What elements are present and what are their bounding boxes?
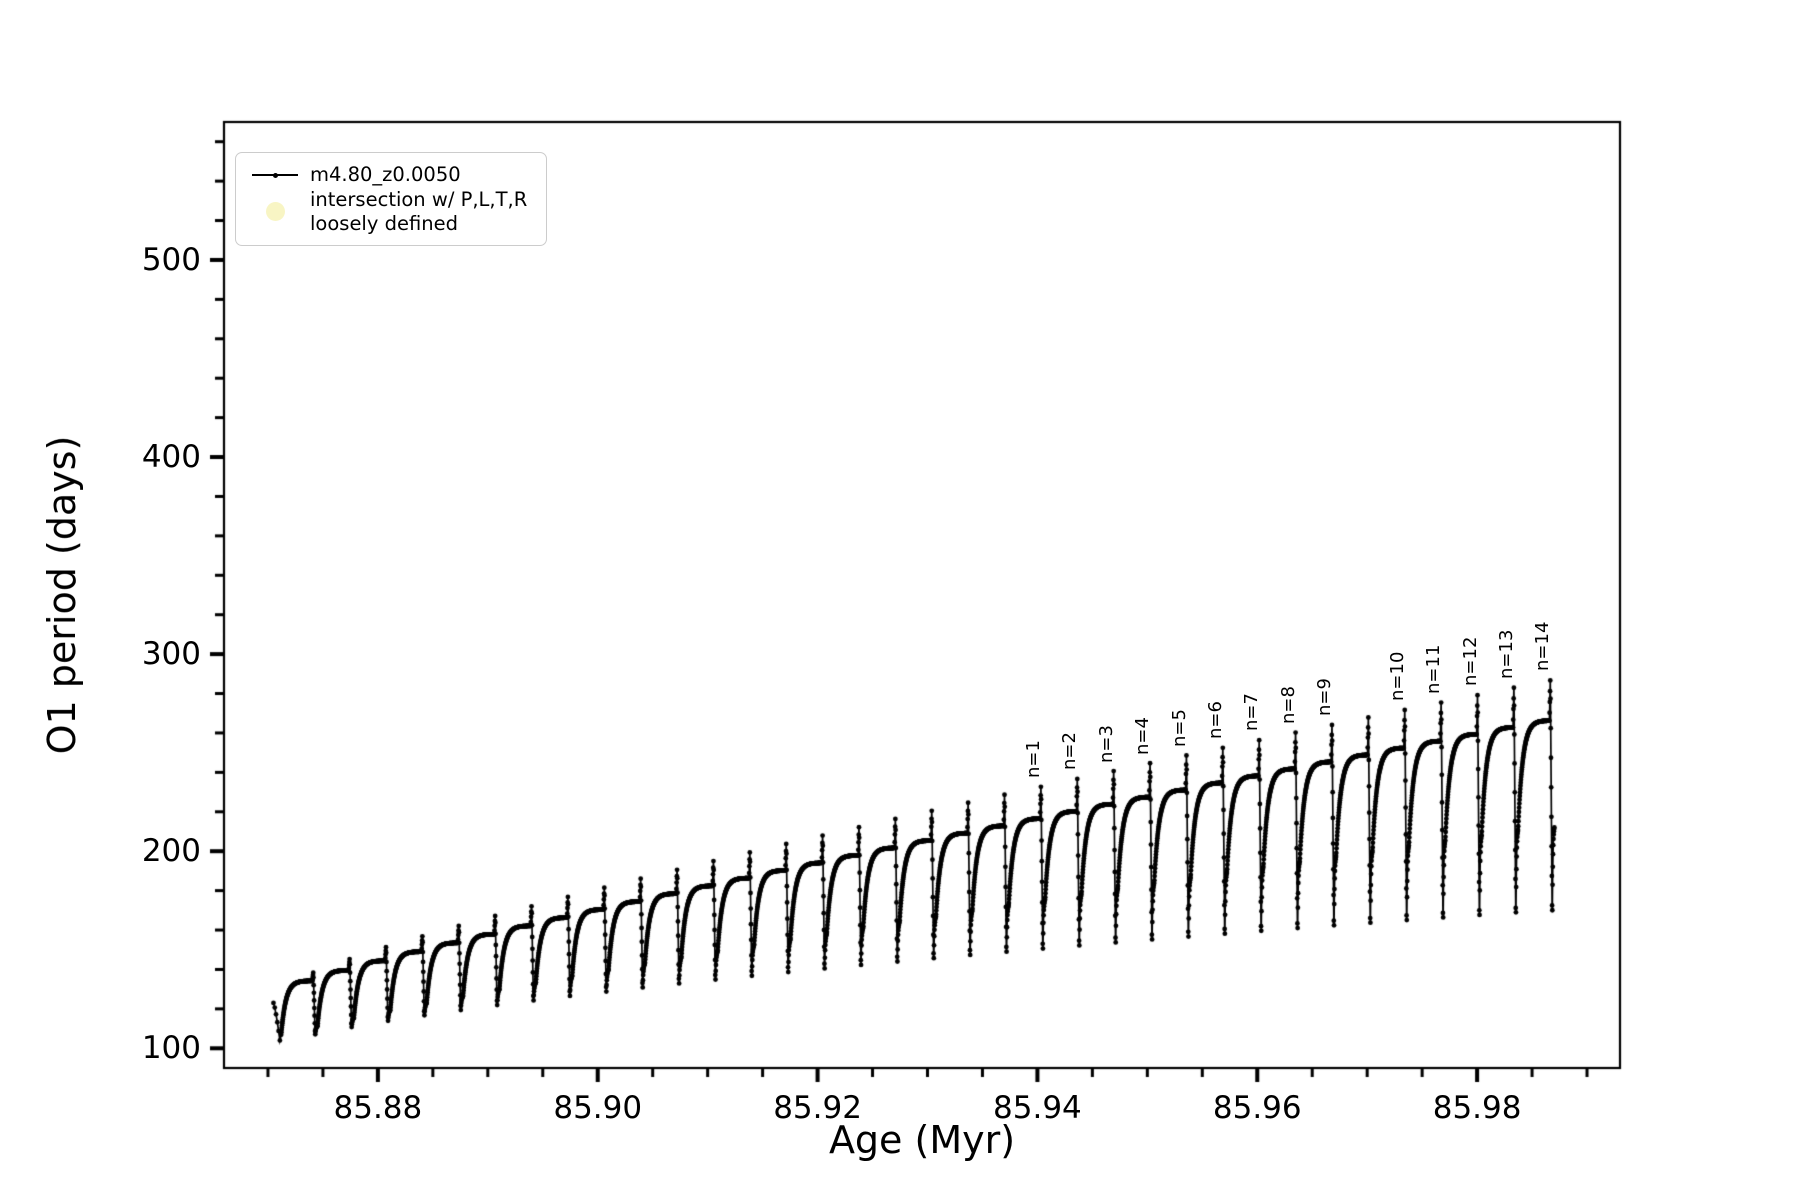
- legend-line-sample: [246, 172, 304, 178]
- x-tick-label: 85.88: [333, 1090, 423, 1126]
- spike-annotation-n3: n=3: [1095, 724, 1117, 763]
- spike-annotation-n8: n=8: [1277, 685, 1299, 724]
- spike-annotation-n5: n=5: [1168, 708, 1190, 747]
- x-tick-label: 85.94: [993, 1090, 1082, 1126]
- spike-annotation-n4: n=4: [1132, 716, 1154, 755]
- legend-circle-sample: [246, 202, 304, 222]
- y-axis-label: O1 period (days): [40, 435, 84, 755]
- x-tick-label: 85.96: [1212, 1090, 1302, 1126]
- spike-annotation-n13: n=13: [1495, 629, 1517, 679]
- spike-annotation-n6: n=6: [1204, 701, 1226, 740]
- legend-entry-series: m4.80_z0.0050: [246, 163, 534, 186]
- spike-annotation-n10: n=10: [1386, 651, 1408, 702]
- spike-annotation-n7: n=7: [1241, 693, 1263, 732]
- legend-intersection-line2: loosely defined: [310, 211, 458, 235]
- spike-annotation-n11: n=11: [1423, 644, 1445, 694]
- spike-annotation-n2: n=2: [1059, 732, 1081, 771]
- spike-annotation-n1: n=1: [1022, 740, 1044, 779]
- spike-annotation-n12: n=12: [1459, 636, 1481, 687]
- line-marker-icon: [252, 172, 298, 178]
- legend: m4.80_z0.0050 intersection w/ P,L,T,R lo…: [235, 152, 547, 247]
- legend-series-label: m4.80_z0.0050: [310, 163, 461, 186]
- y-tick-label: 500: [141, 241, 201, 278]
- legend-intersection-line1: intersection w/ P,L,T,R: [310, 188, 528, 212]
- legend-intersection-label: intersection w/ P,L,T,R loosely defined: [310, 188, 527, 235]
- spike-annotation-n9: n=9: [1314, 678, 1336, 717]
- x-tick-label: 85.92: [773, 1090, 862, 1126]
- circle-marker-icon: [265, 202, 285, 222]
- legend-entry-intersection: intersection w/ P,L,T,R loosely defined: [246, 188, 534, 235]
- y-tick-label: 100: [141, 1030, 201, 1067]
- point-marker-icon: [272, 172, 278, 178]
- x-tick-label: 85.90: [553, 1090, 643, 1126]
- spike-annotation-n14: n=14: [1532, 621, 1554, 672]
- x-axis-label: Age (Myr): [828, 1118, 1016, 1162]
- y-tick-label: 300: [141, 636, 201, 673]
- x-tick-label: 85.98: [1432, 1090, 1522, 1126]
- y-tick-label: 200: [141, 833, 201, 870]
- y-tick-label: 400: [141, 439, 201, 476]
